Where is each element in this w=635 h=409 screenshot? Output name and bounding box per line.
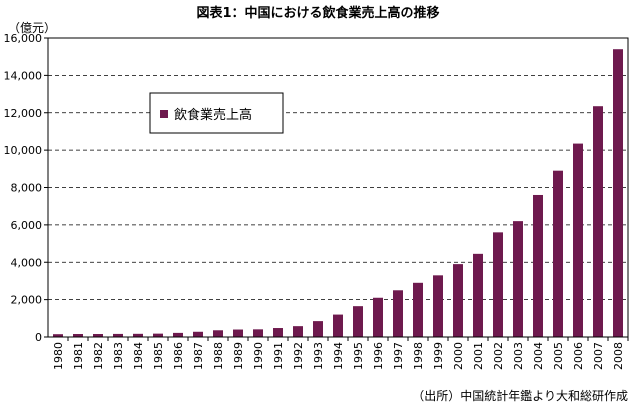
y-tick-label: 8,000 — [11, 182, 43, 195]
bars — [53, 49, 623, 338]
bar-1984 — [133, 333, 143, 337]
bar-1989 — [233, 329, 243, 337]
bar-2001 — [473, 253, 483, 337]
bar-1985 — [153, 333, 163, 337]
x-tick-label: 2000 — [452, 342, 465, 370]
x-tick-label: 2005 — [552, 342, 565, 370]
x-tick-label: 2004 — [532, 342, 545, 370]
bar-1994 — [333, 314, 343, 337]
bar-2004 — [533, 194, 543, 337]
bar-1998 — [413, 282, 423, 337]
bar-1993 — [313, 321, 323, 337]
x-tick-label: 2002 — [492, 342, 505, 370]
legend-box — [149, 92, 284, 134]
bar-1986 — [173, 332, 183, 337]
x-tick-label: 2007 — [592, 342, 605, 370]
x-tick-label: 1993 — [312, 342, 325, 370]
x-axis-ticks: 1980 1981 1982 1983 1984 1985 1986 1987 1988 1989… — [52, 337, 629, 370]
bar-1987 — [193, 331, 203, 337]
bar-1991 — [273, 328, 283, 337]
x-tick-label: 1999 — [432, 342, 445, 370]
y-tick-label: 16,000 — [4, 32, 43, 45]
x-tick-label: 2006 — [572, 342, 585, 370]
y-tick-label: 0 — [35, 331, 42, 344]
x-tick-label: 1992 — [292, 342, 305, 370]
x-tick-label: 2008 — [612, 342, 625, 370]
legend-swatch — [160, 110, 168, 118]
x-tick-label: 1984 — [132, 342, 145, 370]
bar-1983 — [113, 333, 123, 337]
bar-2002 — [493, 232, 503, 337]
bar-1982 — [93, 334, 103, 337]
bar-1997 — [393, 290, 403, 337]
bar-2005 — [553, 170, 563, 337]
source-note: （出所）中国統計年鑑より大和総研作成 — [412, 388, 628, 403]
bar-1981 — [73, 334, 83, 337]
gridlines — [48, 74, 628, 301]
x-tick-label: 1996 — [372, 342, 385, 370]
bar-1988 — [213, 330, 223, 337]
bar-1995 — [353, 306, 363, 337]
x-tick-label: 1991 — [272, 342, 285, 370]
legend-label: 飲食業売上高 — [174, 107, 252, 123]
bar-2007 — [593, 106, 603, 337]
x-tick-label: 1988 — [212, 342, 225, 370]
bar-1996 — [373, 297, 383, 337]
y-axis-ticks: 0 2,000 4,000 6,000 8,000 10,000 12,000 14,000 1… — [4, 32, 48, 344]
bar-2000 — [453, 264, 463, 337]
legend: 飲食業売上高 — [149, 92, 284, 134]
x-tick-label: 1980 — [52, 342, 65, 370]
x-tick-label: 1987 — [192, 342, 205, 370]
plot-frame — [47, 37, 629, 338]
y-tick-label: 2,000 — [11, 294, 43, 307]
chart-title: 図表1：中国における飲食業売上高の推移 — [196, 5, 439, 21]
x-tick-label: 1985 — [152, 342, 165, 370]
x-tick-label: 1997 — [392, 342, 405, 370]
bar-2008 — [613, 49, 623, 338]
bar-1980 — [53, 334, 63, 337]
bar-2003 — [513, 221, 523, 337]
x-tick-label: 1982 — [92, 342, 105, 370]
y-unit-label: （億元） — [8, 21, 56, 35]
x-tick-label: 1981 — [72, 342, 85, 370]
x-tick-label: 1990 — [252, 342, 265, 370]
x-tick-label: 1994 — [332, 342, 345, 370]
bar-1990 — [253, 329, 263, 337]
x-tick-label: 1983 — [112, 342, 125, 370]
x-tick-label: 1995 — [352, 342, 365, 370]
y-tick-label: 4,000 — [11, 256, 43, 269]
y-tick-label: 12,000 — [4, 107, 43, 120]
x-tick-label: 2001 — [472, 342, 485, 370]
y-tick-label: 6,000 — [11, 219, 43, 232]
bar-2006 — [573, 143, 583, 337]
y-tick-label: 10,000 — [4, 144, 43, 157]
bar-1999 — [433, 275, 443, 337]
bar-1992 — [293, 326, 303, 337]
y-tick-label: 14,000 — [4, 69, 43, 82]
x-tick-label: 1986 — [172, 342, 185, 370]
x-tick-label: 2003 — [512, 342, 525, 370]
x-tick-label: 1989 — [232, 342, 245, 370]
x-tick-label: 1998 — [412, 342, 425, 370]
